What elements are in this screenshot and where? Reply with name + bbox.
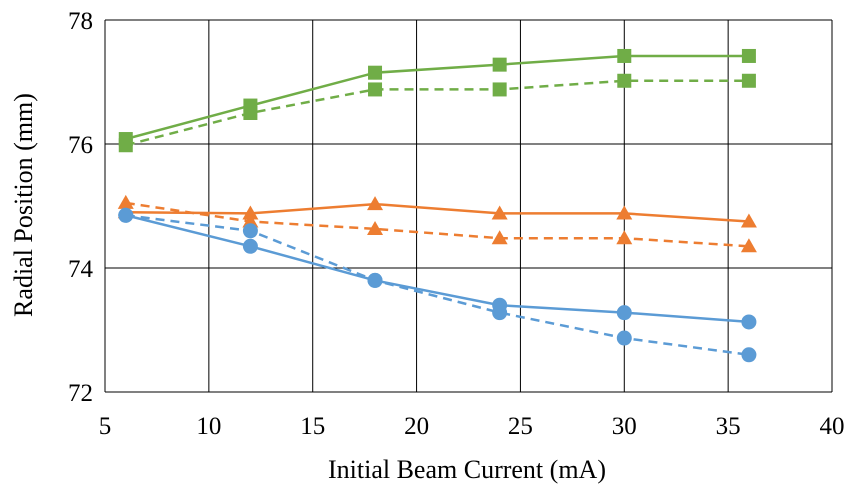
y-tick-labels: 72 74 76 78: [68, 8, 94, 407]
series-line-blue-dashed: [125, 214, 750, 357]
series-layer: [117, 48, 757, 363]
point-blue-solid-1: [242, 238, 258, 254]
x-axis-title: Initial Beam Current (mA): [328, 455, 606, 484]
series-line-green-dashed: [125, 79, 749, 147]
point-orange-solid-3: [491, 205, 508, 220]
series-green-dashed: [118, 73, 756, 153]
point-orange-dashed-3: [491, 230, 508, 245]
x-tick-label-5: 5: [99, 413, 112, 440]
y-tick-label-72: 72: [68, 380, 93, 407]
y-axis-title: Radial Position (mm): [9, 93, 38, 317]
point-green-dashed-3: [492, 82, 507, 97]
x-tick-label-25: 25: [508, 413, 533, 440]
point-green-dashed-0: [118, 138, 133, 153]
x-tick-label-10: 10: [196, 413, 221, 440]
point-green-dashed-5: [741, 73, 756, 88]
point-blue-solid-5: [741, 314, 757, 330]
series-line-blue-solid: [125, 214, 749, 324]
point-green-solid-2: [368, 65, 383, 80]
x-tick-label-20: 20: [404, 413, 429, 440]
series-green-solid: [118, 48, 756, 147]
point-orange-solid-5: [740, 213, 757, 228]
y-tick-label-76: 76: [68, 132, 93, 159]
series-blue-solid: [118, 207, 757, 330]
series-line-orange-solid: [125, 202, 749, 223]
point-orange-solid-1: [242, 205, 259, 220]
point-orange-solid-4: [616, 205, 633, 220]
point-green-dashed-1: [243, 106, 258, 120]
point-orange-dashed-2: [367, 220, 384, 235]
x-tick-label-30: 30: [612, 413, 637, 440]
point-orange-solid-2: [367, 196, 384, 211]
x-tick-label-40: 40: [820, 413, 845, 440]
x-tick-label-15: 15: [300, 413, 325, 440]
series-orange-dashed: [117, 194, 757, 253]
point-blue-solid-4: [616, 305, 632, 321]
series-blue-dashed: [118, 207, 757, 363]
point-green-dashed-2: [368, 82, 383, 97]
point-blue-dashed-4: [616, 330, 632, 346]
point-green-solid-5: [741, 48, 756, 63]
x-tick-labels: 5 10 15 20 25 30 35 40: [99, 413, 845, 440]
point-green-dashed-4: [617, 73, 632, 88]
point-blue-dashed-5: [741, 347, 757, 363]
point-orange-dashed-5: [740, 238, 757, 253]
y-tick-label-74: 74: [68, 256, 94, 283]
point-blue-dashed-3: [492, 305, 508, 321]
point-blue-dashed-2: [367, 272, 383, 288]
series-orange-solid: [117, 196, 757, 228]
point-blue-dashed-0: [118, 207, 134, 223]
point-green-solid-4: [617, 48, 632, 63]
point-blue-dashed-1: [242, 223, 258, 239]
x-tick-label-35: 35: [716, 413, 741, 440]
point-orange-dashed-0: [117, 194, 134, 209]
y-tick-label-78: 78: [68, 8, 93, 35]
grid: [104, 19, 833, 393]
series-line-green-solid: [125, 54, 749, 141]
point-orange-dashed-1: [242, 213, 259, 228]
point-orange-dashed-4: [616, 230, 633, 245]
point-green-solid-3: [492, 57, 507, 72]
